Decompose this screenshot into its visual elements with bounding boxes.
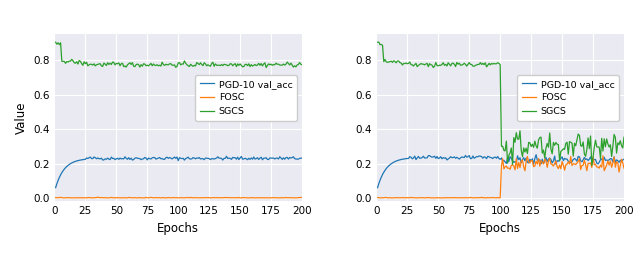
PGD-10 val_acc xyxy=(620,158,628,161)
SGCS xyxy=(374,41,381,44)
FOSC xyxy=(383,196,391,200)
PGD-10 val_acc xyxy=(98,157,106,160)
X-axis label: Epochs: Epochs xyxy=(479,222,521,235)
FOSC xyxy=(52,196,60,199)
Line: PGD-10 val_acc: PGD-10 val_acc xyxy=(56,156,302,188)
FOSC xyxy=(61,196,69,199)
FOSC xyxy=(620,166,628,170)
PGD-10 val_acc xyxy=(609,160,617,164)
PGD-10 val_acc xyxy=(67,162,74,165)
FOSC xyxy=(611,155,618,158)
SGCS xyxy=(602,145,609,148)
PGD-10 val_acc xyxy=(374,186,381,189)
FOSC xyxy=(298,196,306,199)
PGD-10 val_acc xyxy=(223,155,230,158)
Line: PGD-10 val_acc: PGD-10 val_acc xyxy=(378,155,624,188)
FOSC xyxy=(67,196,74,199)
PGD-10 val_acc xyxy=(61,166,69,169)
SGCS xyxy=(611,133,618,136)
PGD-10 val_acc xyxy=(440,156,447,159)
PGD-10 val_acc xyxy=(532,153,540,156)
PGD-10 val_acc xyxy=(388,161,396,165)
SGCS xyxy=(588,164,596,167)
FOSC xyxy=(374,196,381,199)
Line: FOSC: FOSC xyxy=(378,156,624,198)
Y-axis label: Value: Value xyxy=(15,102,28,134)
FOSC xyxy=(599,154,607,157)
PGD-10 val_acc xyxy=(298,157,306,160)
SGCS xyxy=(440,64,448,67)
SGCS xyxy=(262,66,270,69)
FOSC xyxy=(390,196,397,200)
SGCS xyxy=(98,64,106,68)
FOSC xyxy=(440,196,448,199)
FOSC xyxy=(94,196,102,199)
FOSC xyxy=(275,196,282,200)
SGCS xyxy=(385,60,392,64)
SGCS xyxy=(421,63,429,67)
Legend: PGD-10 val_acc, FOSC, SGCS: PGD-10 val_acc, FOSC, SGCS xyxy=(517,75,620,121)
SGCS xyxy=(375,41,383,44)
SGCS xyxy=(52,41,60,44)
PGD-10 val_acc xyxy=(383,166,391,169)
PGD-10 val_acc xyxy=(278,158,286,161)
Line: SGCS: SGCS xyxy=(378,42,624,166)
PGD-10 val_acc xyxy=(287,156,295,160)
PGD-10 val_acc xyxy=(52,186,60,189)
FOSC xyxy=(602,166,609,169)
Line: FOSC: FOSC xyxy=(56,197,302,198)
FOSC xyxy=(288,196,296,199)
FOSC xyxy=(99,196,106,199)
FOSC xyxy=(118,196,126,199)
Legend: PGD-10 val_acc, FOSC, SGCS: PGD-10 val_acc, FOSC, SGCS xyxy=(195,75,298,121)
SGCS xyxy=(620,136,628,139)
FOSC xyxy=(280,196,287,200)
FOSC xyxy=(388,196,396,200)
SGCS xyxy=(278,64,286,67)
PGD-10 val_acc xyxy=(117,157,125,161)
SGCS xyxy=(61,62,69,65)
SGCS xyxy=(298,63,306,67)
SGCS xyxy=(287,61,295,65)
X-axis label: Epochs: Epochs xyxy=(157,222,199,235)
PGD-10 val_acc xyxy=(420,155,428,158)
SGCS xyxy=(117,62,125,65)
PGD-10 val_acc xyxy=(600,156,608,159)
FOSC xyxy=(421,196,429,200)
Line: SGCS: SGCS xyxy=(56,42,302,68)
SGCS xyxy=(390,59,397,62)
SGCS xyxy=(67,59,74,63)
